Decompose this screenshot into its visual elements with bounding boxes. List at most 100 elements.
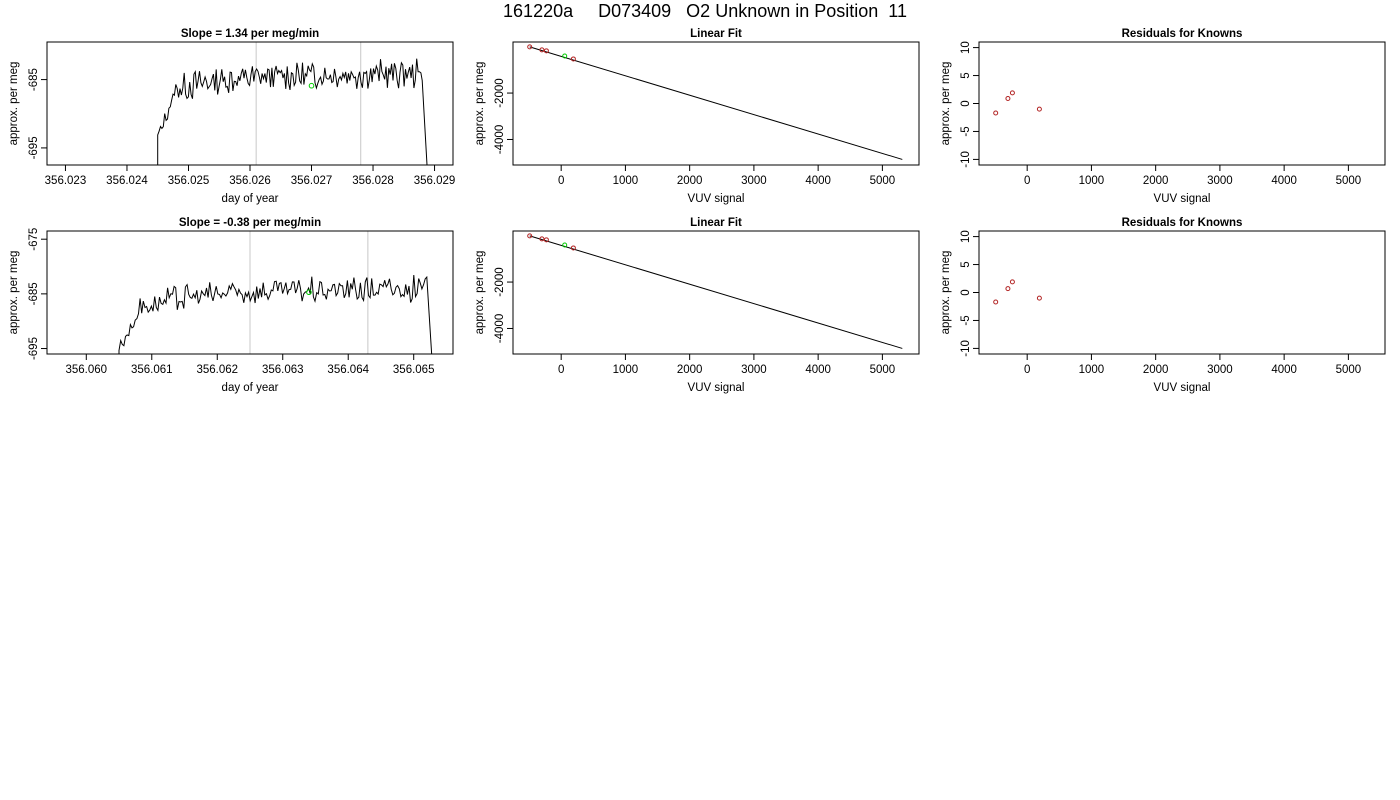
plot-frame — [512, 41, 920, 166]
y-axis-label: approx. per meg — [8, 62, 20, 146]
y-tick-label: -675 — [28, 228, 40, 251]
x-tick-label: 0 — [1024, 175, 1030, 187]
unknown-point — [562, 242, 568, 248]
y-axis-label: approx. per meg — [474, 62, 486, 146]
unknown-marker — [308, 82, 315, 89]
y-tick-label: -4000 — [494, 314, 506, 343]
x-tick-label: 1000 — [613, 364, 639, 376]
plot-frame — [46, 230, 454, 355]
plot-area — [993, 90, 1042, 116]
x-tick-label: 5000 — [1336, 364, 1362, 376]
y-tick-label: -685 — [28, 282, 40, 305]
x-tick-label: 356.023 — [45, 175, 87, 187]
known-point — [527, 233, 533, 239]
x-axis-label: VUV signal — [1154, 382, 1211, 394]
plot-frame — [978, 230, 1386, 355]
chart-linear-fit-1: Linear Fit 0 1000 2000 3000 4000 5000 -2000 -400… — [474, 28, 920, 205]
x-tick-label: 4000 — [1271, 364, 1297, 376]
residual-point — [1005, 95, 1011, 101]
x-tick-label: 1000 — [1079, 364, 1105, 376]
y-tick-label: -695 — [28, 337, 40, 360]
x-axis-label: day of year — [222, 382, 279, 394]
y-tick-label: 0 — [960, 100, 972, 106]
y-tick-label: 10 — [960, 230, 972, 243]
x-tick-label: 4000 — [805, 175, 831, 187]
x-tick-label: 2000 — [677, 364, 703, 376]
fit-line — [529, 46, 903, 160]
x-axis-label: VUV signal — [688, 193, 745, 205]
x-tick-label: 5000 — [870, 175, 896, 187]
x-tick-label: 356.063 — [262, 364, 304, 376]
known-point — [570, 56, 576, 62]
y-tick-label: 5 — [960, 261, 972, 267]
x-tick-label: 5000 — [870, 364, 896, 376]
chart-slope-2: Slope = -0.38 per meg/min 356.060 356.061 3… — [8, 217, 454, 394]
y-tick-label: 5 — [960, 72, 972, 78]
y-tick-label: -2000 — [494, 78, 506, 107]
y-tick-label: -4000 — [494, 125, 506, 154]
chart-title: Slope = -0.38 per meg/min — [179, 217, 321, 229]
chart-residuals-2: Residuals for Knowns 0 1000 2000 3000 4000 500… — [940, 217, 1386, 394]
chart-title: Slope = 1.34 per meg/min — [181, 28, 319, 40]
y-tick-label: -5 — [960, 315, 972, 325]
chart-title: Linear Fit — [690, 28, 742, 40]
plot-area — [993, 279, 1042, 305]
x-tick-label: 356.029 — [414, 175, 456, 187]
x-tick-label: 356.062 — [196, 364, 238, 376]
residual-point — [993, 110, 999, 116]
plot-area — [527, 44, 903, 160]
x-tick-label: 356.028 — [352, 175, 394, 187]
y-tick-label: 10 — [960, 41, 972, 54]
x-tick-label: 356.060 — [66, 364, 108, 376]
known-point — [527, 44, 533, 50]
x-tick-label: 3000 — [741, 175, 767, 187]
y-tick-label: -5 — [960, 126, 972, 136]
x-tick-label: 356.026 — [229, 175, 271, 187]
fit-line — [529, 235, 903, 349]
plot-area — [157, 42, 428, 165]
y-tick-label: 0 — [960, 289, 972, 295]
x-axis-label: VUV signal — [1154, 193, 1211, 205]
page-title: 161220a D073409 O2 Unknown in Position 1… — [503, 1, 907, 21]
x-axis-label: day of year — [222, 193, 279, 205]
x-tick-label: 2000 — [1143, 175, 1169, 187]
residual-point — [1009, 90, 1015, 96]
residual-point — [1036, 106, 1042, 112]
residual-point — [993, 299, 999, 305]
known-point — [543, 237, 549, 243]
x-tick-label: 2000 — [1143, 364, 1169, 376]
y-tick-label: -10 — [960, 340, 972, 357]
known-point — [570, 245, 576, 251]
x-tick-label: 356.061 — [131, 364, 173, 376]
y-axis-label: approx. per meg — [474, 251, 486, 335]
chart-linear-fit-2: Linear Fit 0 1000 2000 3000 4000 5000 -2000 -400… — [474, 217, 920, 394]
chart-slope-1: Slope = 1.34 per meg/min 356.023 356.024 35… — [8, 28, 456, 205]
y-tick-label: -695 — [28, 136, 40, 159]
x-tick-label: 356.027 — [291, 175, 333, 187]
x-tick-label: 1000 — [1079, 175, 1105, 187]
x-axis-label: VUV signal — [688, 382, 745, 394]
known-point — [539, 236, 545, 242]
known-point — [539, 47, 545, 53]
chart-title: Residuals for Knowns — [1122, 28, 1243, 40]
y-tick-label: -2000 — [494, 267, 506, 296]
unknown-marker — [306, 289, 312, 296]
x-tick-label: 2000 — [677, 175, 703, 187]
x-tick-label: 356.064 — [327, 364, 369, 376]
y-axis-label: approx. per meg — [940, 251, 952, 335]
plot-frame — [978, 41, 1386, 166]
x-tick-label: 0 — [1024, 364, 1030, 376]
data-trace — [118, 274, 433, 354]
x-tick-label: 3000 — [1207, 364, 1233, 376]
chart-title: Residuals for Knowns — [1122, 217, 1243, 229]
x-tick-label: 356.025 — [168, 175, 210, 187]
residual-point — [1036, 295, 1042, 301]
x-tick-label: 1000 — [613, 175, 639, 187]
data-trace — [157, 58, 428, 165]
x-tick-label: 5000 — [1336, 175, 1362, 187]
x-tick-label: 3000 — [741, 364, 767, 376]
chart-title: Linear Fit — [690, 217, 742, 229]
y-tick-label: -685 — [28, 68, 40, 91]
y-axis-label: approx. per meg — [8, 251, 20, 335]
x-tick-label: 356.065 — [393, 364, 435, 376]
